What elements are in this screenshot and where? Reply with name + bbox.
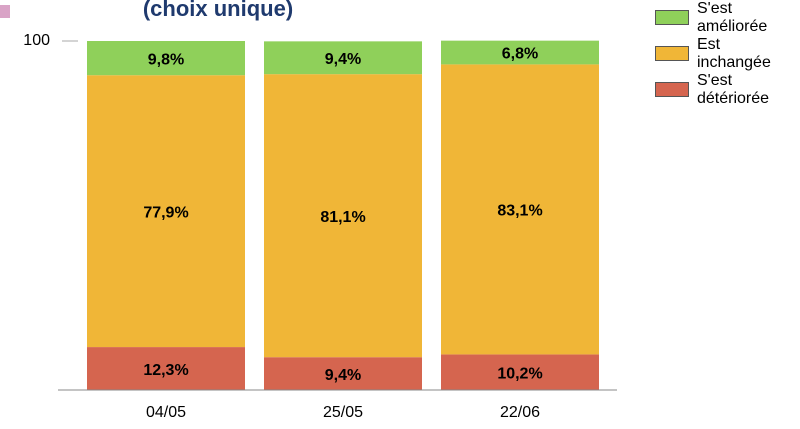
y-tick-label: 100 <box>23 32 50 49</box>
bar-segment <box>441 64 599 355</box>
data-label: 9,8% <box>148 51 184 68</box>
legend-entry: Est inchangée <box>655 36 795 72</box>
data-label: 12,3% <box>143 362 188 379</box>
decoration <box>0 5 10 18</box>
bar-segment <box>264 41 422 75</box>
data-label: 77,9% <box>143 204 188 221</box>
data-label: 9,4% <box>325 51 361 68</box>
legend-swatch <box>655 82 689 97</box>
legend-label: Est inchangée <box>697 36 771 71</box>
x-tick-label: 22/06 <box>500 404 540 421</box>
x-tick-label: 04/05 <box>146 404 186 421</box>
bar-segment <box>264 357 422 390</box>
legend-swatch <box>655 46 689 61</box>
legend: S'est améliorée Est inchangée S'est détéri… <box>655 0 795 108</box>
legend-entry: S'est améliorée <box>655 0 795 36</box>
legend-entry: S'est détériorée <box>655 72 795 108</box>
bar-segment <box>441 40 599 65</box>
bar-segment <box>264 74 422 358</box>
legend-label: S'est améliorée <box>697 0 768 35</box>
bar-segment <box>87 41 245 76</box>
x-tick-label: 25/05 <box>323 404 363 421</box>
bar-segment <box>441 354 599 390</box>
data-label: 81,1% <box>320 209 365 226</box>
legend-label: S'est détériorée <box>697 72 770 107</box>
bar-segment <box>87 347 245 390</box>
chart-title: (choix unique) <box>143 0 293 21</box>
data-label: 10,2% <box>497 365 542 382</box>
data-label: 9,4% <box>325 367 361 384</box>
bar-segment <box>87 75 245 348</box>
data-label: 6,8% <box>502 46 538 63</box>
data-label: 83,1% <box>497 203 542 220</box>
legend-swatch <box>655 10 689 25</box>
